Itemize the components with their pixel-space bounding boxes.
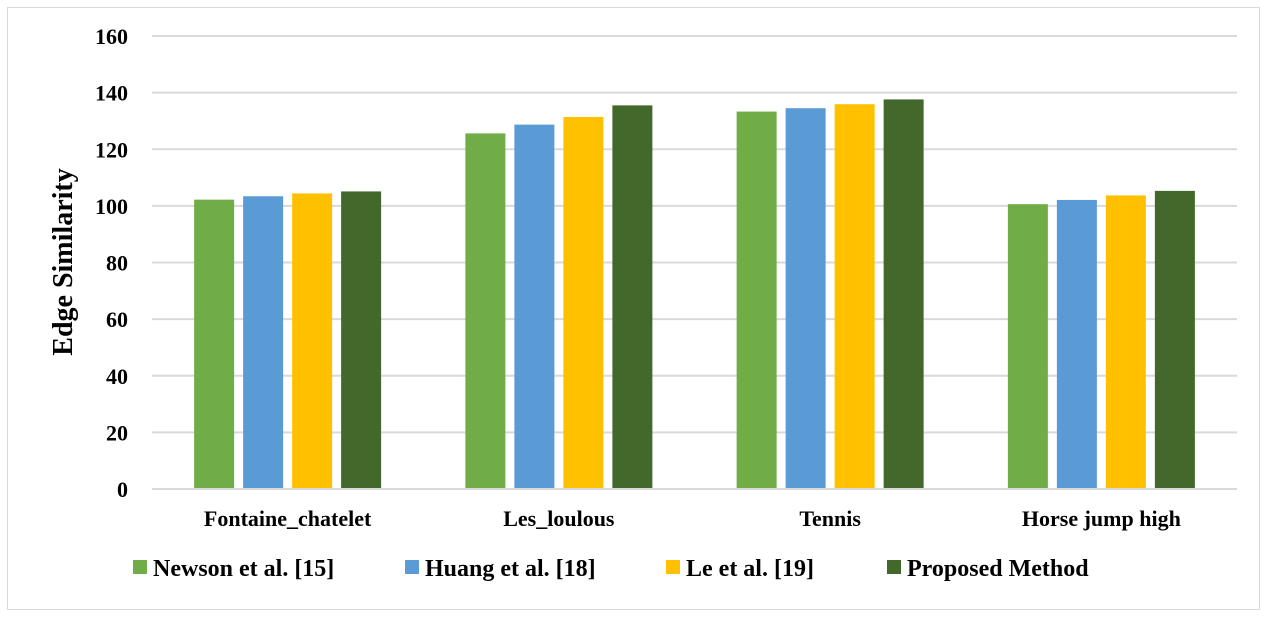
bar-horse-jump-high-series-1 <box>1007 204 1048 489</box>
legend-swatch <box>133 560 147 574</box>
y-tick-label: 140 <box>95 81 128 106</box>
bar-horse-jump-high-series-3 <box>1105 195 1146 490</box>
legend: Newson et al. [15] Huang et al. [18] Le et… <box>133 556 1089 582</box>
x-category-label: Fontaine_chatelet <box>204 506 372 531</box>
y-tick-labels: 0 20 40 60 80 100 120 140 160 <box>95 24 128 502</box>
bar-les_loulous-series-2 <box>514 124 555 489</box>
bar-fontaine_chatelet-series-1 <box>194 199 235 490</box>
y-axis-label: Edge Similarity <box>48 168 79 355</box>
bar-horse-jump-high-series-2 <box>1056 199 1097 489</box>
legend-label: Newson et al. [15] <box>153 556 334 582</box>
x-category-label: Horse jump high <box>1022 506 1181 531</box>
y-tick-label: 20 <box>106 420 128 445</box>
legend-label: Huang et al. [18] <box>425 556 596 582</box>
bar-les_loulous-series-4 <box>612 105 653 489</box>
legend-label: Proposed Method <box>907 556 1089 582</box>
y-tick-label: 100 <box>95 194 128 219</box>
legend-swatch <box>666 560 680 574</box>
legend-swatch <box>405 560 419 574</box>
x-category-label: Les_loulous <box>503 506 615 531</box>
bar-les_loulous-series-3 <box>563 116 604 489</box>
bar-tennis-series-4 <box>883 99 924 490</box>
bar-tennis-series-2 <box>785 108 826 490</box>
y-tick-label: 40 <box>106 364 128 389</box>
y-tick-label: 160 <box>95 24 128 49</box>
legend-swatch <box>887 560 901 574</box>
y-tick-label: 60 <box>106 307 128 332</box>
x-category-labels: Fontaine_chatelet Les_loulous Tennis Horse … <box>204 506 1181 531</box>
y-tick-label: 0 <box>117 477 128 502</box>
legend-label: Le et al. [19] <box>686 556 814 582</box>
y-tick-label: 80 <box>106 251 128 276</box>
bars <box>152 99 1237 490</box>
x-category-label: Tennis <box>799 506 861 531</box>
bar-tennis-series-3 <box>834 104 875 489</box>
bar-fontaine_chatelet-series-4 <box>341 191 382 490</box>
bar-tennis-series-1 <box>736 111 777 490</box>
bar-les_loulous-series-1 <box>465 133 506 489</box>
bar-horse-jump-high-series-4 <box>1154 190 1195 489</box>
bar-fontaine_chatelet-series-2 <box>243 196 284 489</box>
y-tick-label: 120 <box>95 137 128 162</box>
bar-fontaine_chatelet-series-3 <box>292 193 333 490</box>
